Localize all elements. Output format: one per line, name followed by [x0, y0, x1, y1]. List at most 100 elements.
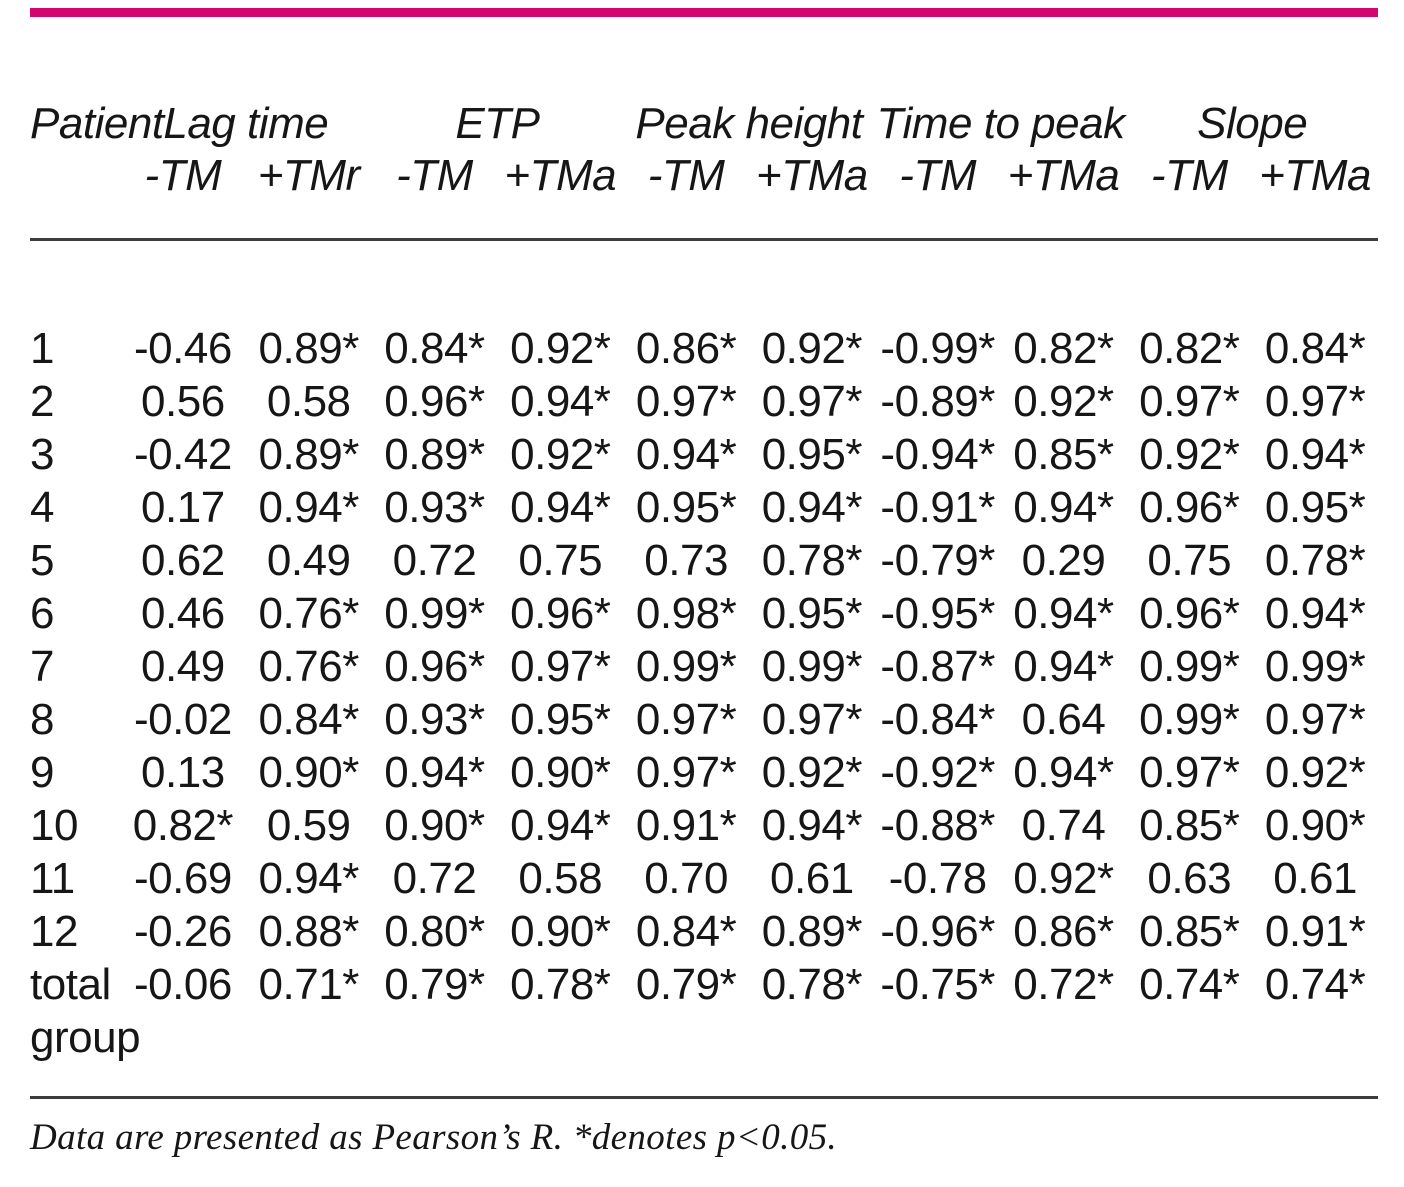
header-time-to-peak: Time to peak [876, 99, 1125, 148]
value-cell: 0.73 [644, 536, 728, 585]
value-cell: 0.13 [141, 748, 225, 797]
value-cell: 0.90* [1264, 801, 1366, 850]
bottom-rule [30, 1096, 1378, 1099]
table-row: 11 -0.69 0.94* 0.72 0.58 0.70 0.61 -0.78 0.92* 0.… [30, 852, 1378, 905]
value-cell: 0.89* [761, 907, 863, 956]
value-cell: 0.94* [1013, 483, 1114, 532]
sub-header-lag-minus-tm: -TM [120, 150, 246, 241]
value-cell: 0.96* [1139, 483, 1240, 532]
value-cell: 0.99* [1139, 695, 1240, 744]
value-cell: 0.85* [1139, 801, 1240, 850]
value-cell: 0.90* [510, 907, 611, 956]
value-cell: 0.94* [258, 483, 360, 532]
value-cell: 0.82* [1139, 324, 1240, 373]
value-cell: 0.71* [258, 960, 360, 1009]
value-cell: 0.78* [761, 960, 863, 1009]
value-cell: -0.79* [880, 536, 995, 585]
value-cell: -0.92* [880, 748, 995, 797]
value-cell: 0.97* [761, 695, 863, 744]
patient-cell: 6 [30, 589, 54, 638]
value-cell: 0.94* [510, 483, 611, 532]
value-cell: 0.90* [510, 748, 611, 797]
value-cell: 0.95* [1264, 483, 1366, 532]
value-cell: 0.89* [258, 324, 360, 373]
value-cell: 0.94* [1264, 589, 1366, 638]
value-cell: 0.99* [635, 642, 737, 691]
value-cell: 0.92* [1013, 854, 1114, 903]
value-cell: -0.26 [133, 907, 232, 956]
value-cell: 0.91* [635, 801, 737, 850]
value-cell: 0.99* [1264, 642, 1366, 691]
value-cell: 0.84* [635, 907, 737, 956]
header-slope: Slope [1197, 99, 1308, 148]
value-cell: 0.94* [258, 854, 360, 903]
patient-cell: 12 [30, 907, 78, 956]
patient-cell: 4 [30, 483, 54, 532]
patient-cell: 7 [30, 642, 54, 691]
footnote: Data are presented as Pearson’s R. *deno… [30, 1117, 838, 1158]
value-cell: 0.90* [384, 801, 485, 850]
value-cell: 0.75 [518, 536, 603, 585]
value-cell: 0.94* [510, 801, 611, 850]
value-cell: 0.96* [384, 642, 485, 691]
value-cell: -0.95* [880, 589, 995, 638]
value-cell: 0.17 [141, 483, 225, 532]
value-cell: 0.97* [761, 377, 863, 426]
value-cell: 0.70 [644, 854, 728, 903]
value-cell: 0.97* [635, 748, 737, 797]
value-cell: -0.99* [880, 324, 995, 373]
value-cell: 0.95* [510, 695, 611, 744]
value-cell: 0.63 [1147, 854, 1232, 903]
value-cell: 0.94* [510, 377, 611, 426]
table-row: 7 0.49 0.76* 0.96* 0.97* 0.99* 0.99* -0.87* 0.94… [30, 640, 1378, 693]
header-lag-time: Lag time [163, 99, 329, 148]
value-cell: -0.91* [880, 483, 995, 532]
value-cell: -0.78 [888, 854, 987, 903]
value-cell: 0.91* [1264, 907, 1366, 956]
value-cell: -0.46 [133, 324, 232, 373]
value-cell: 0.86* [1013, 907, 1114, 956]
value-cell: 0.92* [510, 430, 611, 479]
value-cell: 0.75 [1147, 536, 1232, 585]
value-cell: 0.74 [1021, 801, 1106, 850]
value-cell: 0.72 [392, 854, 477, 903]
value-cell: 0.56 [141, 377, 225, 426]
value-cell: 0.84* [384, 324, 485, 373]
value-cell: 0.49 [266, 536, 351, 585]
value-cell: 0.78* [1264, 536, 1366, 585]
value-cell: -0.84* [880, 695, 995, 744]
value-cell: 0.61 [1273, 854, 1357, 903]
value-cell: 0.29 [1021, 536, 1106, 585]
value-cell: 0.46 [141, 589, 225, 638]
sub-header-lag-plus-tmr: +TMr [245, 150, 372, 241]
header-etp: ETP [455, 99, 540, 148]
value-cell: 0.86* [635, 324, 737, 373]
value-cell: 0.92* [1139, 430, 1240, 479]
value-cell: 0.64 [1021, 695, 1106, 744]
column-group-row: Patient Lag time ETP Peak height Time to… [30, 98, 1378, 150]
table-row: 4 0.17 0.94* 0.93* 0.94* 0.95* 0.94* -0.91* 0.94… [30, 481, 1378, 534]
table-body: 1 -0.46 0.89* 0.84* 0.92* 0.86* 0.92* -0.99* 0.8… [30, 240, 1378, 1065]
value-cell: -0.87* [880, 642, 995, 691]
value-cell: 0.90* [258, 748, 360, 797]
value-cell: 0.97* [1139, 748, 1240, 797]
value-cell: 0.99* [1139, 642, 1240, 691]
sub-header-peak-plus-tma: +TMa [748, 150, 875, 241]
value-cell: 0.95* [635, 483, 737, 532]
value-cell: -0.02 [133, 695, 232, 744]
value-cell: 0.49 [141, 642, 225, 691]
value-cell: 0.96* [1139, 589, 1240, 638]
value-cell: 0.72* [1013, 960, 1114, 1009]
value-cell: 0.94* [761, 801, 863, 850]
value-cell: 0.84* [1264, 324, 1366, 373]
value-cell: 0.84* [258, 695, 360, 744]
header-peak-height: Peak height [635, 99, 863, 148]
value-cell: 0.94* [1264, 430, 1366, 479]
patient-cell: 9 [30, 748, 54, 797]
value-cell: 0.96* [384, 377, 485, 426]
patient-cell: 8 [30, 695, 54, 744]
value-cell: -0.69 [133, 854, 232, 903]
value-cell: -0.88* [880, 801, 995, 850]
table-row: 8 -0.02 0.84* 0.93* 0.95* 0.97* 0.97* -0.84* 0.6… [30, 693, 1378, 746]
